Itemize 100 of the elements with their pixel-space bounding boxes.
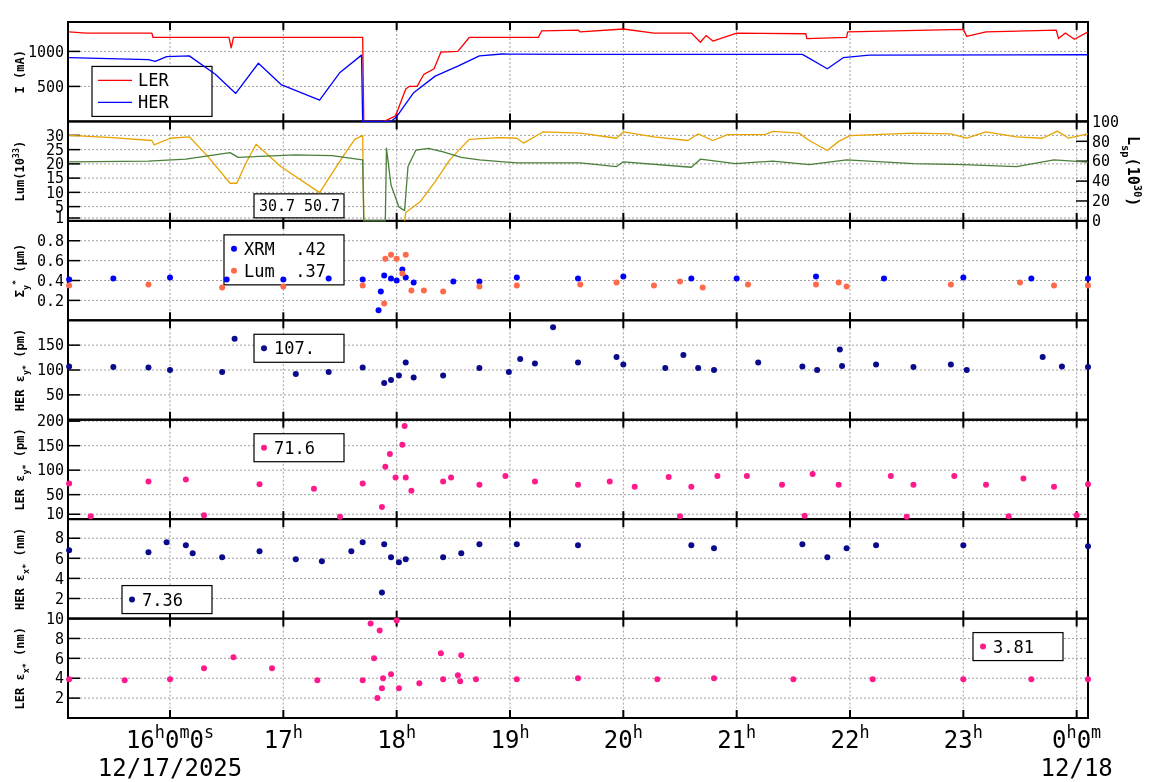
point [476,481,483,488]
point [1051,282,1057,289]
point [873,542,880,549]
point [631,483,638,490]
y-tick-label: 0.8 [36,231,64,250]
point [359,282,366,289]
point [66,276,73,283]
point [1039,354,1046,361]
point [401,423,408,430]
point [813,281,819,288]
point [416,680,423,687]
point [359,539,366,546]
point [711,675,717,682]
point [402,556,409,563]
point [231,335,238,342]
point [1051,483,1057,490]
point [66,480,73,487]
y-tick-label: 200 [36,412,64,431]
point [743,473,750,480]
point [799,541,806,548]
point [843,283,850,290]
point [382,255,389,262]
point [575,542,581,549]
point [620,361,627,368]
y-tick-label: 10 [45,505,64,524]
point [951,473,958,480]
y-tick-label: 6 [54,649,64,668]
point [1005,513,1012,520]
point [337,513,343,520]
point [388,275,394,282]
point [575,275,581,282]
point [378,503,385,510]
point [513,541,520,548]
point [399,270,406,277]
point [1058,363,1065,370]
point [960,676,967,683]
point [110,275,117,282]
point [711,367,717,373]
y-tick-label: 8 [54,529,64,548]
point [755,359,762,366]
y-tick-label: 1000 [27,42,64,61]
point [410,279,417,286]
point [292,556,299,563]
point [374,695,381,702]
legend-label: XRM .42 [244,238,326,259]
point [377,288,384,295]
x-tick-label: 0$^{h}$0$^{m}$ 12/18 [1040,722,1113,782]
point [960,274,967,281]
point [292,370,299,377]
point [835,279,842,286]
point [402,251,409,258]
point [983,481,989,488]
point [380,675,387,682]
point [393,255,400,262]
point [1020,475,1027,482]
point [1085,481,1091,488]
point [458,652,465,659]
legend-label: 71.6 [274,437,315,458]
point [688,483,695,490]
y-tick-label: 4 [54,569,64,588]
point [843,545,850,552]
point [531,478,538,485]
point [620,273,627,280]
point [375,307,382,314]
point [1017,279,1023,286]
x-tick-label: 16$^{h}$0$^{m}$0$^{s}$ 12/17/2025 [97,722,243,782]
point [388,671,394,678]
point [476,283,483,290]
y-tick-label: 50 [45,485,64,504]
point [376,627,383,634]
point [577,281,584,288]
y2-tick-label: 60 [1092,152,1111,171]
point [408,287,415,294]
x-tick-label: 22$^{h}$ [830,722,870,754]
y-tick-label: 100 [36,461,64,480]
annotation: 50.7 [303,197,341,216]
point [110,364,117,371]
point [145,281,152,288]
point [550,324,557,331]
point [733,275,740,282]
point [440,372,447,379]
point [839,363,846,370]
point [420,287,427,294]
point [801,512,808,519]
y-tick-label: 150 [36,436,64,455]
point [310,485,317,492]
point [824,554,831,561]
x-tick-label: 23$^{h}$ [943,722,983,754]
point [219,368,226,375]
point [662,365,669,372]
y-tick-label: 2 [54,689,64,708]
point [201,665,207,672]
point [711,545,717,552]
point [960,542,967,549]
point [887,473,894,480]
point [1085,275,1091,282]
point [695,365,702,372]
y-tick-label: 50 [45,386,64,405]
point [473,676,479,683]
point [393,277,400,284]
